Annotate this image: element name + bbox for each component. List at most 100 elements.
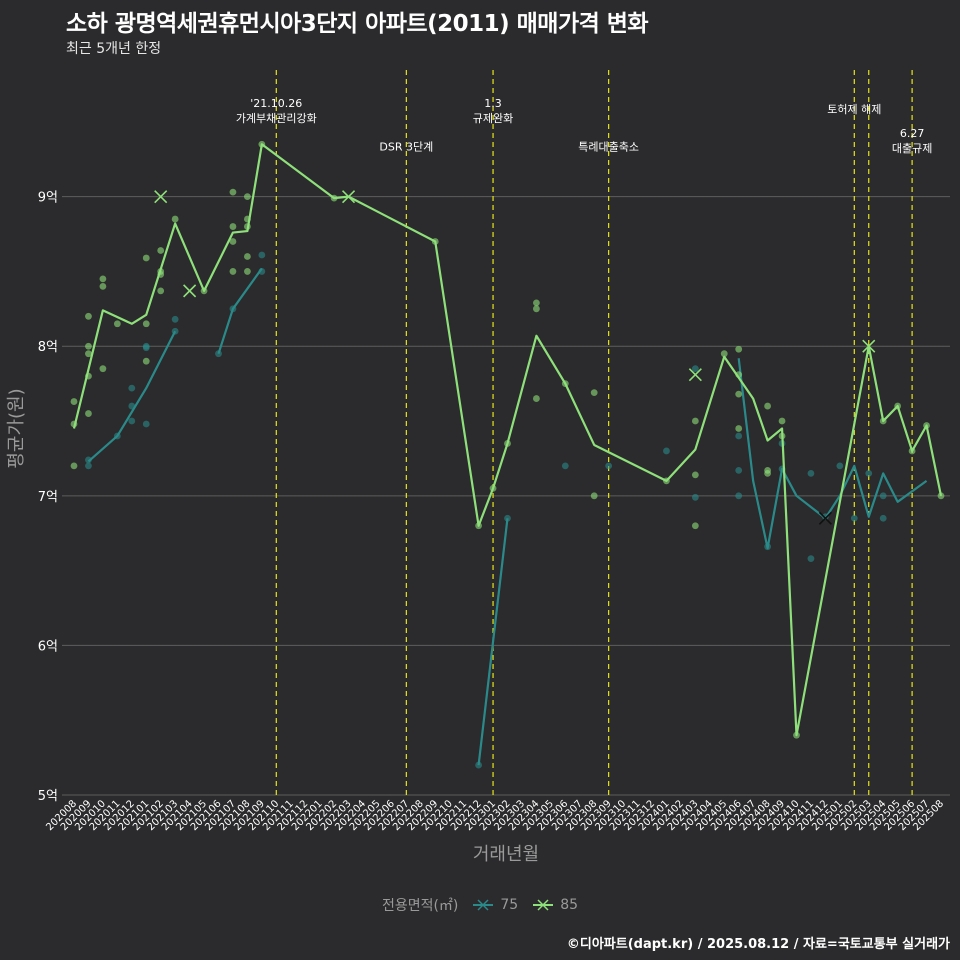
data-point xyxy=(691,365,699,373)
data-point xyxy=(142,320,150,328)
data-point xyxy=(735,425,743,432)
data-point xyxy=(70,398,78,405)
data-point xyxy=(157,287,165,295)
data-point xyxy=(807,555,815,563)
data-point xyxy=(171,215,179,223)
x-marker xyxy=(818,511,832,525)
event-label: 6.27 xyxy=(900,127,925,140)
data-point xyxy=(764,402,771,410)
y-tick-label: 5억 xyxy=(38,789,58,804)
data-point xyxy=(720,350,728,358)
event-label: 토허제 해제 xyxy=(827,102,881,116)
data-point xyxy=(171,315,179,323)
y-tick-label: 8억 xyxy=(38,340,58,355)
data-point xyxy=(735,466,743,474)
series-line xyxy=(217,267,263,355)
data-point xyxy=(735,390,743,398)
data-point xyxy=(85,410,92,417)
data-point xyxy=(244,253,251,260)
data-point xyxy=(229,223,237,230)
data-point xyxy=(99,275,107,283)
event-label: '21.10.26 xyxy=(250,97,302,110)
data-point xyxy=(691,493,699,501)
data-point xyxy=(229,238,237,245)
event-label: 규제완화 xyxy=(473,112,513,125)
data-point xyxy=(590,492,598,500)
legend-item-75: 75 xyxy=(472,897,518,913)
data-point xyxy=(533,299,540,307)
data-point xyxy=(691,417,699,425)
event-label: 특례대출축소 xyxy=(578,140,639,153)
data-point xyxy=(244,268,251,275)
chart-subtitle: 최근 5개년 한정 xyxy=(66,41,162,57)
data-point xyxy=(157,247,165,254)
y-tick-label: 6억 xyxy=(38,639,58,654)
series-75 xyxy=(85,251,928,769)
data-point xyxy=(142,342,150,350)
event-label: DSR 3단계 xyxy=(379,140,433,153)
series-line xyxy=(72,143,943,737)
legend-item-85: 85 xyxy=(532,897,578,913)
caption: ©디아파트(dapt.kr) / 2025.08.12 / 자료=국토교통부 실… xyxy=(566,937,950,952)
data-point xyxy=(142,254,150,262)
data-point xyxy=(533,395,540,402)
series-85 xyxy=(70,140,945,739)
data-point xyxy=(735,492,743,500)
event-label: 1.3 xyxy=(484,97,502,110)
legend: 전용면적(㎡) 75 85 xyxy=(0,895,960,915)
legend-key-85-icon xyxy=(533,899,554,911)
data-point xyxy=(244,193,251,201)
data-point xyxy=(778,417,786,425)
data-point xyxy=(258,251,266,259)
data-point xyxy=(128,417,136,425)
y-axis-title: 평균가(원) xyxy=(6,388,27,468)
data-point xyxy=(85,456,92,464)
event-label: 대출규제 xyxy=(892,142,932,155)
legend-key-75-icon xyxy=(473,899,494,911)
data-point xyxy=(229,188,237,196)
chart-title: 소하 광명역세권휴먼시아3단지 아파트(2011) 매매가격 변화 xyxy=(66,11,649,37)
y-tick-label: 9억 xyxy=(38,191,58,206)
x-marker xyxy=(688,368,702,382)
x-marker xyxy=(862,339,876,353)
data-point xyxy=(85,312,92,320)
data-point xyxy=(70,462,78,470)
legend-label-85: 85 xyxy=(560,897,579,913)
data-point xyxy=(85,342,92,350)
data-point xyxy=(590,389,598,396)
data-point xyxy=(691,471,699,479)
x-axis-title: 거래년월 xyxy=(473,844,539,865)
legend-title: 전용면적(㎡) xyxy=(381,898,459,914)
data-point xyxy=(113,320,121,328)
data-point xyxy=(99,365,107,373)
data-point xyxy=(605,462,613,470)
series-line xyxy=(477,518,509,766)
data-point xyxy=(99,282,107,290)
x-marker xyxy=(341,190,356,204)
data-point xyxy=(85,350,92,358)
data-point xyxy=(879,492,887,500)
series-line xyxy=(737,358,928,550)
data-point xyxy=(663,447,670,455)
data-point xyxy=(807,469,815,477)
x-marker xyxy=(183,284,197,298)
event-label: 가계부채관리강화 xyxy=(236,112,317,125)
data-point xyxy=(836,462,844,470)
legend-label-75: 75 xyxy=(500,897,519,913)
data-point xyxy=(142,420,150,428)
data-point xyxy=(561,462,569,470)
data-point xyxy=(533,305,540,313)
data-point xyxy=(850,514,858,522)
data-point xyxy=(735,345,743,353)
data-point xyxy=(142,357,150,365)
data-point xyxy=(879,514,887,522)
data-point xyxy=(229,268,237,275)
x-marker xyxy=(154,190,168,204)
data-point xyxy=(764,466,771,474)
data-point xyxy=(691,522,699,530)
data-point xyxy=(735,432,743,440)
data-point xyxy=(128,384,136,392)
series-line xyxy=(87,330,177,463)
y-tick-label: 7억 xyxy=(38,490,58,505)
